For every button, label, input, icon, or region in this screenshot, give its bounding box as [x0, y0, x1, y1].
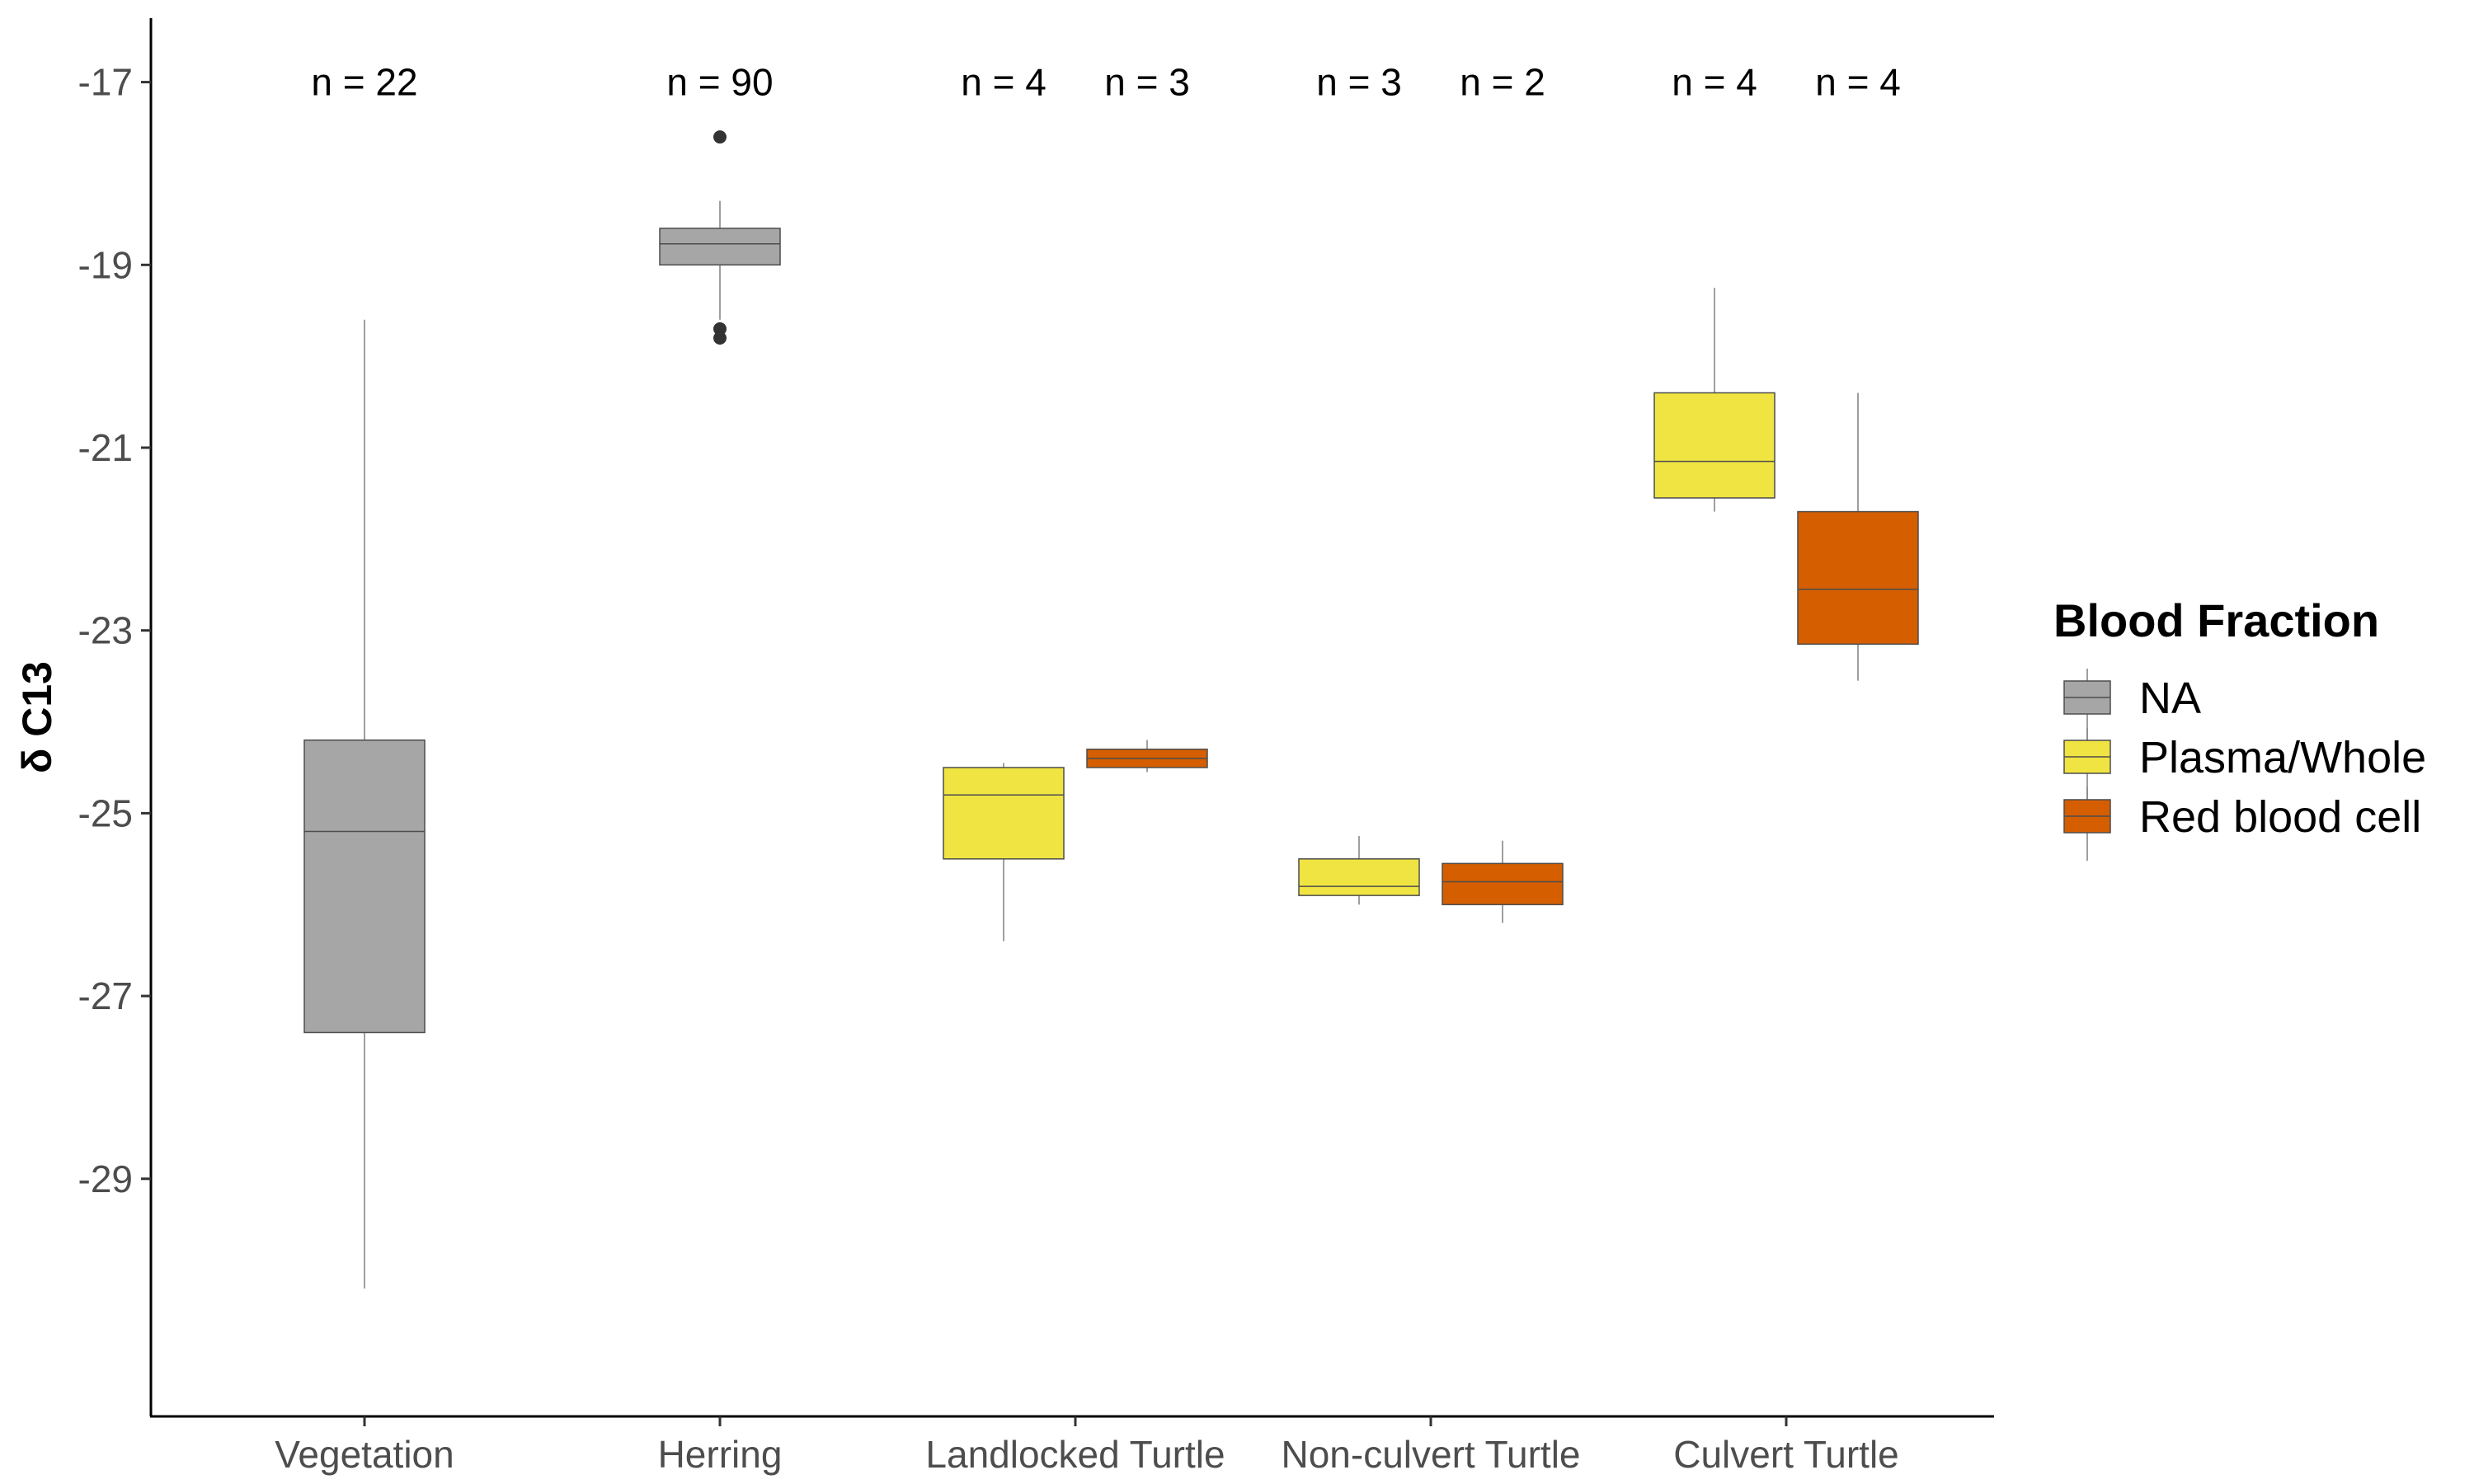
y-tick-label: -27: [78, 974, 133, 1017]
iqr-box: [1797, 510, 1919, 646]
n-count-label: n = 90: [666, 61, 773, 104]
y-tick-label: -29: [78, 1158, 133, 1200]
x-axis-ticks: Vegetation Herring Landlocked Turtle Non-cu…: [275, 1416, 1899, 1476]
y-tick-label: -21: [78, 426, 133, 469]
box-herring-na: n = 90: [659, 61, 781, 345]
box-culvert-turtle-plasma-whole: n = 4: [1653, 61, 1776, 512]
x-tick-label: Culvert Turtle: [1673, 1433, 1899, 1476]
iqr-box: [1653, 392, 1776, 499]
x-tick-label: Vegetation: [275, 1433, 454, 1476]
y-tick-label: -25: [78, 791, 133, 834]
box-landlocked-turtle-red-blood-cell: n = 3: [1086, 61, 1208, 773]
legend-label: Plasma/Whole: [2139, 733, 2426, 782]
box-landlocked-turtle-plasma-whole: n = 4: [943, 61, 1065, 942]
outlier-point: [713, 322, 727, 336]
y-tick-label: -23: [78, 609, 133, 652]
x-tick-label: Landlocked Turtle: [925, 1433, 1225, 1476]
y-axis-ticks: -17 -19 -21 -23 -25 -27 -29: [78, 61, 151, 1200]
n-count-label: n = 4: [961, 61, 1047, 104]
n-count-label: n = 4: [1672, 61, 1757, 104]
n-count-label: n = 3: [1316, 61, 1402, 104]
iqr-box: [303, 739, 426, 1034]
legend-title: Blood Fraction: [2053, 594, 2379, 646]
box-non-culvert-turtle-red-blood-cell: n = 2: [1442, 61, 1564, 923]
x-tick-label: Non-culvert Turtle: [1281, 1433, 1580, 1476]
legend-label: Red blood cell: [2139, 792, 2421, 842]
box-non-culvert-turtle-plasma-whole: n = 3: [1298, 61, 1420, 905]
legend: Blood Fraction NA Plasma/Whole Red blood c…: [2053, 594, 2426, 861]
legend-label: NA: [2139, 674, 2201, 723]
iqr-box: [1442, 862, 1564, 905]
x-tick-label: Herring: [658, 1433, 783, 1476]
iqr-box: [1298, 858, 1420, 896]
n-count-label: n = 4: [1815, 61, 1901, 104]
outlier-point: [713, 130, 727, 144]
n-count-label: n = 22: [311, 61, 417, 104]
y-tick-label: -19: [78, 243, 133, 286]
iqr-box: [943, 767, 1065, 860]
box-culvert-turtle-red-blood-cell: n = 4: [1797, 61, 1919, 681]
plot-area: n = 22 n = 90 n = 4 n = 3 n = 3 n = 2 n = 4 n =…: [303, 61, 1919, 1289]
n-count-label: n = 2: [1460, 61, 1545, 104]
outlier-point: [713, 331, 727, 345]
iqr-box: [659, 228, 781, 266]
y-axis-title: δ C13: [14, 661, 60, 773]
y-tick-label: -17: [78, 61, 133, 104]
box-vegetation-na: n = 22: [303, 61, 426, 1289]
n-count-label: n = 3: [1104, 61, 1190, 104]
